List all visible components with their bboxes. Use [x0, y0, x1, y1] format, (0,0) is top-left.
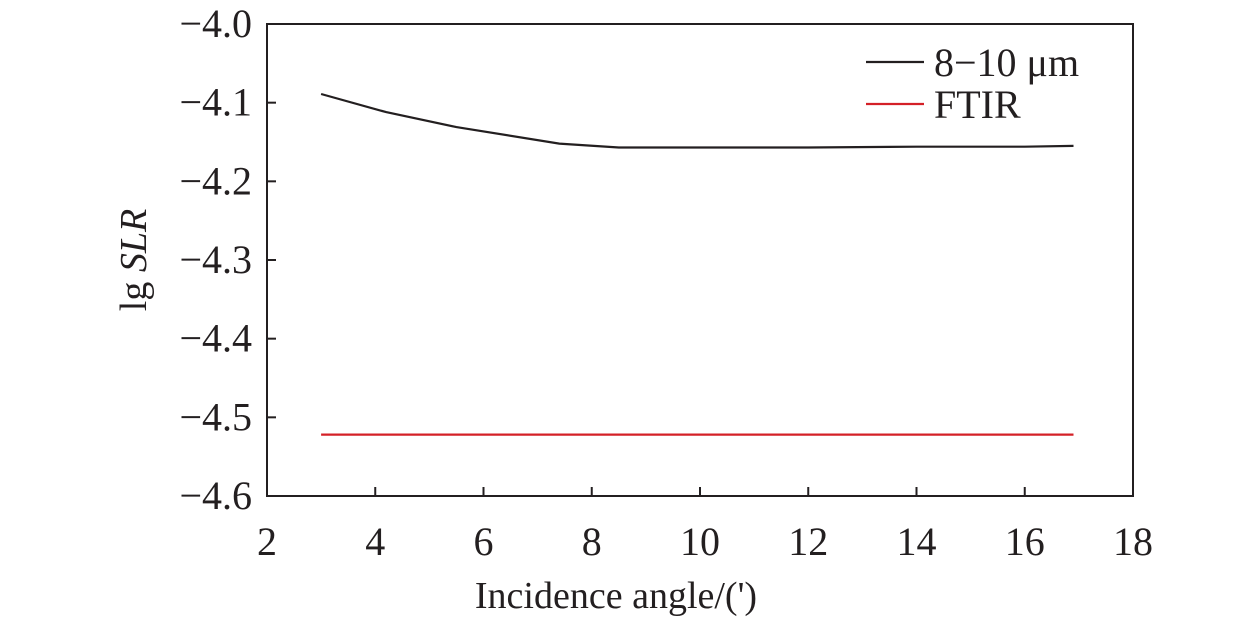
y-axis-title: lg SLR — [113, 209, 155, 311]
y-tick-label: −4.1 — [179, 80, 252, 125]
y-tick-label: −4.5 — [179, 394, 252, 439]
y-tick-label: −4.6 — [179, 473, 252, 518]
x-tick-label: 14 — [897, 519, 937, 564]
x-tick-label: 8 — [582, 519, 602, 564]
y-tick-label: −4.2 — [179, 158, 252, 203]
y-axis-title-italic: SLR — [113, 209, 155, 272]
x-tick-label: 6 — [474, 519, 494, 564]
y-tick-label: −4.3 — [179, 237, 252, 282]
y-axis-title-prefix: lg — [113, 272, 155, 311]
x-tick-label: 16 — [1005, 519, 1045, 564]
series-lines — [320, 92, 1074, 436]
x-tick-label: 12 — [788, 519, 828, 564]
legend-label-2: FTIR — [934, 82, 1021, 127]
x-axis-title: Incidence angle/(') — [475, 575, 757, 617]
axes: 2 4 6 8 10 12 14 16 18 −4.0 −4.1 −4.2 −4.3 −4.4 −4.5 −4… — [179, 1, 1153, 564]
x-tick-label: 10 — [680, 519, 720, 564]
x-tick-label: 18 — [1113, 519, 1153, 564]
series-line-1 — [320, 92, 1074, 149]
y-tick-label: −4.0 — [179, 1, 252, 46]
x-tick-label: 2 — [257, 519, 277, 564]
x-tick-label: 4 — [365, 519, 385, 564]
legend-label-1: 8−10 μm — [934, 40, 1079, 85]
y-tick-label: −4.4 — [179, 316, 252, 361]
